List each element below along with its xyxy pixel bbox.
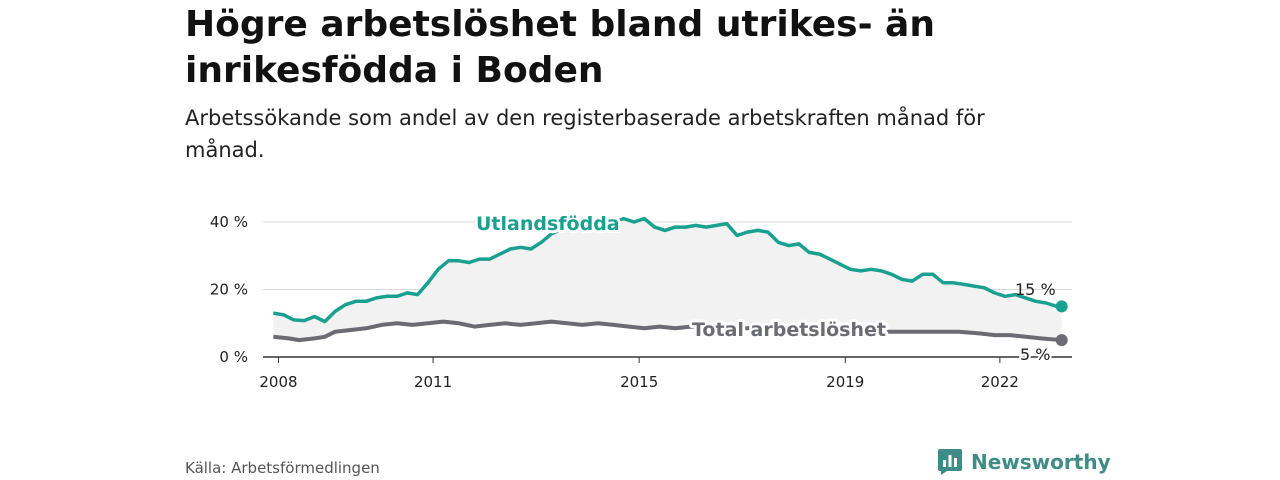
area-between-series	[273, 218, 1062, 341]
axis-ticks: 0 % 20 % 40 % 2008 2011 2015 2019 2022	[210, 213, 1019, 391]
x-tick-label: 2011	[414, 373, 452, 391]
series-line-foreign-born	[273, 216, 1062, 324]
chart-subtitle: Arbetssökande som andel av den registerb…	[185, 106, 985, 162]
newsworthy-logo-icon	[938, 449, 962, 475]
series-label-foreign-born: Utlandsfödda	[476, 213, 620, 235]
end-label-foreign-born: 15 %	[1015, 280, 1056, 299]
series-label-total: Total arbetslöshet	[692, 319, 886, 341]
brand-name: Newsworthy	[971, 450, 1111, 474]
source-note: Källa: Arbetsförmedlingen	[185, 459, 380, 477]
end-marker-total	[1055, 334, 1068, 347]
x-tick-label: 2015	[620, 373, 658, 391]
chart-title: Högre arbetslöshet bland utrikes- än inr…	[185, 4, 935, 91]
y-tick-label: 0 %	[219, 348, 248, 366]
brand-logo[interactable]: Newsworthy	[937, 448, 1111, 476]
end-label-total: 5 %	[1020, 345, 1050, 364]
x-tick-label: 2019	[826, 373, 864, 391]
series-line-total	[273, 319, 1062, 343]
x-tick-label: 2022	[981, 373, 1019, 391]
x-tick-label: 2008	[259, 373, 297, 391]
y-tick-label: 40 %	[210, 213, 248, 231]
end-marker-foreign-born	[1055, 300, 1068, 313]
y-tick-label: 20 %	[210, 281, 248, 299]
